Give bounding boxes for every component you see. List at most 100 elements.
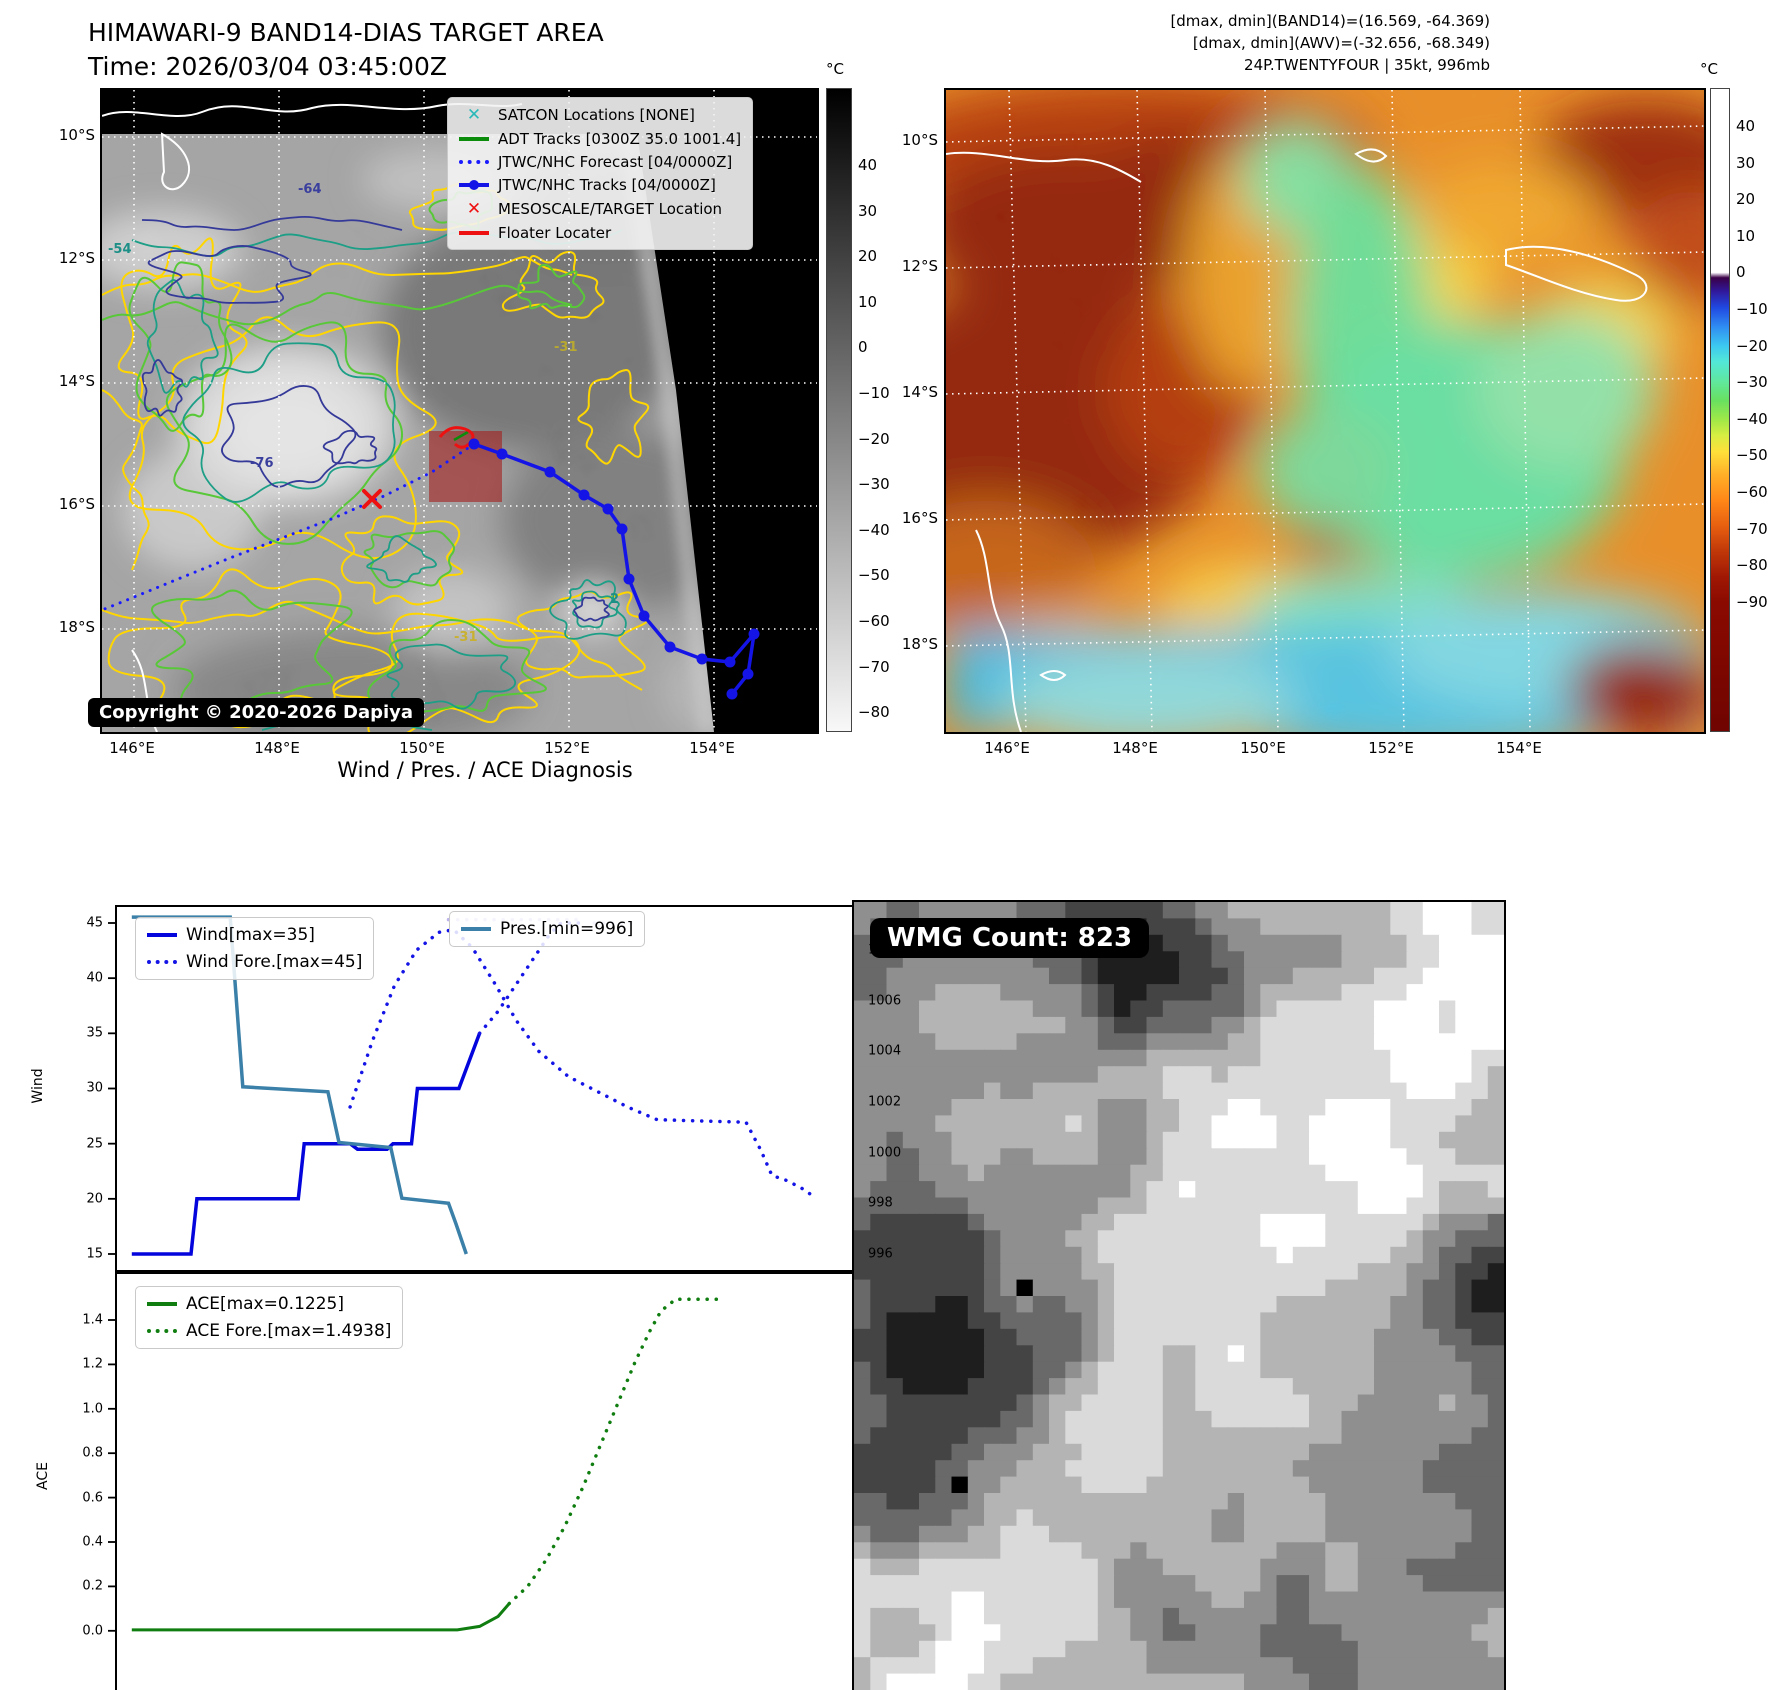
wind-tick-label: 15 bbox=[86, 1246, 103, 1262]
band14-lat-label: 12°S bbox=[58, 249, 95, 267]
band14-time: Time: 2026/03/04 03:45:00Z bbox=[88, 52, 447, 81]
awv-colorbar-tick: −70 bbox=[1736, 519, 1768, 538]
awv-colorbar-tick: −40 bbox=[1736, 409, 1768, 428]
awv-colorbar-tick: 30 bbox=[1736, 153, 1756, 172]
legend-row: Wind[max=35] bbox=[147, 925, 362, 945]
band14-lon-label: 152°E bbox=[544, 739, 590, 757]
band14-colorbar-unit: °C bbox=[826, 60, 844, 78]
band14-colorbar-tick: −20 bbox=[858, 429, 890, 448]
legend-row: ACE[max=0.1225] bbox=[147, 1294, 391, 1314]
ace-plot bbox=[108, 1297, 719, 1632]
copyright-badge: Copyright © 2020-2026 Dapiya bbox=[88, 698, 425, 727]
ace-tick-label: 1.0 bbox=[82, 1401, 103, 1417]
awv-lat-label: 16°S bbox=[901, 509, 938, 527]
awv-colorbar-tick: −50 bbox=[1736, 446, 1768, 465]
legend-row: Wind Fore.[max=45] bbox=[147, 952, 362, 972]
wmg-count-badge: WMG Count: 823 bbox=[870, 918, 1150, 958]
legend-row: ACE Fore.[max=1.4938] bbox=[147, 1321, 391, 1341]
band14-colorbar-tick: −80 bbox=[858, 703, 890, 722]
ace-tick-label: 1.2 bbox=[82, 1356, 103, 1372]
contour-label: 2 bbox=[610, 592, 620, 607]
contour-label: -54 bbox=[108, 242, 132, 257]
awv-map-image bbox=[946, 90, 1704, 732]
awv-lat-label: 18°S bbox=[901, 635, 938, 653]
awv-colorbar-tick: −10 bbox=[1736, 300, 1768, 318]
wind-tick-label: 35 bbox=[86, 1025, 103, 1041]
band14-colorbar-tick: 0 bbox=[858, 338, 868, 357]
awv-colorbar-tick: −80 bbox=[1736, 556, 1768, 575]
ace-tick-label: 0.8 bbox=[82, 1445, 103, 1461]
pressure-tick-label: 1000 bbox=[868, 1145, 902, 1161]
awv-colorbar-tick: 0 bbox=[1736, 263, 1746, 282]
line-swatch-icon bbox=[147, 933, 177, 937]
band14-lon-label: 154°E bbox=[689, 739, 735, 757]
band14-colorbar-tick: −40 bbox=[858, 520, 890, 539]
ace-tick-label: 0.4 bbox=[82, 1534, 103, 1550]
wmg-pixel-image bbox=[854, 902, 1504, 1690]
awv-colorbar-tick: −20 bbox=[1736, 336, 1768, 355]
pressure-legend: Pres.[min=996] bbox=[449, 911, 646, 947]
wind-tick-label: 25 bbox=[86, 1136, 103, 1152]
band14-lon-label: 150°E bbox=[399, 739, 445, 757]
awv-satellite-map bbox=[944, 88, 1706, 734]
legend-row: ✕ SATCON Locations [NONE] bbox=[459, 105, 741, 125]
legend-label: SATCON Locations [NONE] bbox=[498, 106, 695, 124]
band14-satellite-map: ✕ SATCON Locations [NONE] ADT Tracks [0300… bbox=[100, 88, 819, 734]
band14-lat-label: 16°S bbox=[58, 495, 95, 513]
contour-label: -31 bbox=[554, 340, 578, 355]
band14-lon-label: 148°E bbox=[254, 739, 300, 757]
pressure-tick-label: 1006 bbox=[868, 993, 902, 1009]
band14-colorbar-tick: −30 bbox=[858, 475, 890, 494]
awv-colorbar-tick: −90 bbox=[1736, 592, 1768, 611]
line-dot-swatch-icon bbox=[459, 180, 489, 190]
legend-row: ✕ MESOSCALE/TARGET Location bbox=[459, 199, 741, 219]
band14-lon-label: 146°E bbox=[109, 739, 155, 757]
band14-colorbar-tick: 10 bbox=[858, 292, 878, 311]
pressure-tick-label: 996 bbox=[868, 1246, 893, 1262]
pressure-tick-label: 998 bbox=[868, 1195, 893, 1211]
awv-colorbar-tick: 40 bbox=[1736, 117, 1756, 135]
legend-label: Wind Fore.[max=45] bbox=[186, 952, 363, 972]
awv-info-block: [dmax, dmin](BAND14)=(16.569, -64.369) [… bbox=[1170, 10, 1490, 76]
legend-row: JTWC/NHC Tracks [04/0000Z] bbox=[459, 176, 741, 194]
wind-tick-label: 40 bbox=[86, 970, 103, 986]
contour-label: -76 bbox=[250, 456, 274, 471]
awv-colorbar bbox=[1710, 88, 1730, 732]
legend-row: Pres.[min=996] bbox=[461, 919, 633, 939]
awv-lon-label: 146°E bbox=[984, 739, 1030, 757]
legend-label: Wind[max=35] bbox=[186, 925, 315, 945]
legend-label: ADT Tracks [0300Z 35.0 1001.4] bbox=[498, 130, 742, 148]
band14-lat-label: 18°S bbox=[58, 618, 95, 636]
dmax-dmin-band14: [dmax, dmin](BAND14)=(16.569, -64.369) bbox=[1170, 12, 1490, 30]
band14-colorbar-tick: 30 bbox=[858, 201, 878, 220]
awv-colorbar-tick: 20 bbox=[1736, 190, 1756, 209]
awv-lon-label: 150°E bbox=[1240, 739, 1286, 757]
legend-row: JTWC/NHC Forecast [04/0000Z] bbox=[459, 153, 741, 171]
band14-colorbar-tick: 40 bbox=[858, 156, 878, 174]
awv-lat-label: 14°S bbox=[901, 383, 938, 401]
band14-colorbar-tick: −70 bbox=[858, 657, 890, 676]
ace-tick-label: 1.4 bbox=[82, 1312, 103, 1328]
band14-colorbar bbox=[826, 88, 852, 732]
wind-pressure-chart: Wind[max=35] Wind Fore.[max=45] Pres.[min… bbox=[108, 905, 866, 1272]
map-legend: ✕ SATCON Locations [NONE] ADT Tracks [0300… bbox=[447, 97, 754, 250]
legend-label: ACE[max=0.1225] bbox=[186, 1294, 344, 1314]
ace-legend: ACE[max=0.1225] ACE Fore.[max=1.4938] bbox=[135, 1286, 404, 1349]
legend-row: ADT Tracks [0300Z 35.0 1001.4] bbox=[459, 130, 741, 148]
legend-label: JTWC/NHC Tracks [04/0000Z] bbox=[498, 176, 716, 194]
legend-label: JTWC/NHC Forecast [04/0000Z] bbox=[498, 153, 733, 171]
x-swatch-icon: ✕ bbox=[466, 105, 482, 125]
awv-colorbar-unit: °C bbox=[1700, 60, 1718, 78]
awv-colorbar-tick: −30 bbox=[1736, 373, 1768, 392]
band14-colorbar-tick: −60 bbox=[858, 612, 890, 630]
awv-lon-label: 154°E bbox=[1496, 739, 1542, 757]
pressure-tick-label: 1004 bbox=[868, 1043, 902, 1059]
dotted-swatch-icon bbox=[147, 1329, 177, 1333]
band14-lat-label: 10°S bbox=[58, 126, 95, 144]
diagnosis-title: Wind / Pres. / ACE Diagnosis bbox=[337, 758, 633, 782]
wind-tick-label: 30 bbox=[86, 1080, 103, 1096]
wind-axis-label: Wind bbox=[30, 1068, 46, 1104]
band14-title-block: HIMAWARI-9 BAND14-DIAS TARGET AREA Time:… bbox=[88, 16, 604, 84]
ace-tick-label: 0.2 bbox=[82, 1578, 103, 1594]
line-swatch-icon bbox=[147, 1302, 177, 1306]
